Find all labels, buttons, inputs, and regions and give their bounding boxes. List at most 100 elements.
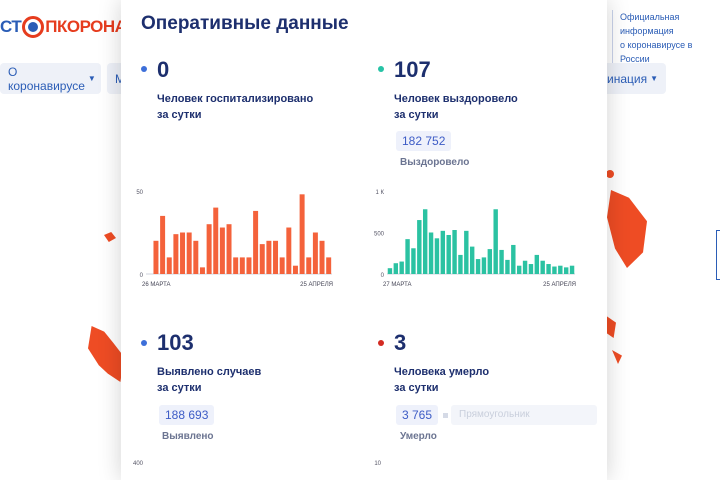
bar[interactable]: [279, 257, 285, 274]
y-tick-label: 50: [136, 190, 143, 196]
bar[interactable]: [239, 257, 245, 274]
bar[interactable]: [563, 267, 569, 274]
bar[interactable]: [193, 240, 199, 274]
ghost-handle-icon: [443, 413, 448, 418]
chevron-down-icon: ▼: [650, 74, 658, 83]
deaths-label: Человека умерло за сутки: [394, 366, 490, 394]
status-dot: [141, 66, 147, 72]
bar[interactable]: [180, 232, 186, 275]
bar[interactable]: [534, 254, 540, 274]
bar[interactable]: [493, 209, 498, 274]
bar[interactable]: [411, 248, 416, 274]
hospitalized-count: 0: [157, 57, 170, 82]
bar[interactable]: [458, 254, 463, 274]
nav-item-about[interactable]: О коронавирусе ▼: [0, 63, 101, 94]
bar[interactable]: [286, 227, 292, 274]
bar[interactable]: [522, 260, 528, 274]
bar[interactable]: [393, 263, 399, 274]
bar[interactable]: [405, 239, 410, 274]
bar[interactable]: [173, 234, 179, 274]
bar[interactable]: [552, 266, 557, 274]
deaths-count: 3: [394, 330, 407, 355]
bar[interactable]: [387, 268, 393, 274]
logo-text-right: ПКОРОНАВ: [45, 17, 139, 36]
bar[interactable]: [206, 224, 212, 274]
bar[interactable]: [417, 220, 422, 274]
bar[interactable]: [546, 264, 551, 274]
bar[interactable]: [558, 265, 563, 274]
chevron-down-icon: ▼: [87, 74, 96, 83]
bar[interactable]: [540, 260, 545, 274]
official-info-line-2: о коронавирусе в России: [620, 40, 693, 64]
bar[interactable]: [246, 257, 252, 274]
status-dot: [141, 340, 147, 346]
recovered-count: 107: [394, 57, 431, 82]
bar[interactable]: [481, 257, 487, 274]
bar[interactable]: [199, 267, 205, 274]
bar[interactable]: [166, 257, 172, 274]
bar[interactable]: [452, 230, 457, 274]
bar[interactable]: [160, 215, 166, 274]
bar[interactable]: [475, 259, 481, 274]
y-tick-label: 500: [374, 232, 385, 238]
status-dot: [378, 66, 384, 72]
logo-text-left: СТ: [0, 17, 22, 36]
recovered-total-label: Выздоровело: [400, 157, 470, 168]
side-toggle[interactable]: [716, 230, 720, 280]
x-end-label: 25 АПРЕЛЯ: [300, 282, 333, 288]
ghost-shape-field[interactable]: Прямоугольник: [451, 405, 597, 425]
bar[interactable]: [516, 265, 522, 274]
bar[interactable]: [266, 240, 272, 274]
bar[interactable]: [306, 257, 312, 274]
bar[interactable]: [312, 232, 318, 275]
bar[interactable]: [440, 230, 446, 274]
map-region: [607, 190, 647, 268]
deaths-total: 3 765: [396, 405, 439, 425]
bar[interactable]: [326, 257, 332, 274]
bar[interactable]: [464, 230, 469, 274]
y-tick-label: 10: [374, 461, 381, 467]
recovered-total: 182 752: [396, 131, 452, 151]
x-start-label: 27 МАРТА: [383, 282, 412, 288]
operational-data-panel: Оперативные данные 0 Человек госпитализи…: [121, 0, 607, 480]
bar[interactable]: [511, 244, 516, 274]
bar[interactable]: [399, 261, 404, 274]
bar[interactable]: [528, 264, 534, 274]
cases-total: 188 693: [159, 405, 215, 425]
nav-item-2-label: М: [115, 71, 125, 86]
bar[interactable]: [226, 224, 232, 274]
bar[interactable]: [259, 244, 265, 274]
nav-item-vaccination[interactable]: цинация ▼: [598, 63, 666, 94]
bar[interactable]: [219, 227, 225, 274]
bar[interactable]: [253, 210, 259, 274]
bar[interactable]: [422, 209, 428, 274]
bar[interactable]: [434, 238, 440, 274]
site-logo[interactable]: СТ ПКОРОНАВ: [0, 9, 139, 45]
bar[interactable]: [505, 259, 510, 274]
bar[interactable]: [153, 240, 159, 274]
nav-item-vaccination-label: цинация: [600, 71, 648, 86]
y-tick-label: 0: [381, 273, 385, 279]
bar[interactable]: [273, 240, 279, 274]
recovered-label: Человек выздоровело за сутки: [394, 93, 518, 121]
bar[interactable]: [428, 232, 434, 275]
deaths-chart: 10: [374, 461, 381, 467]
bar[interactable]: [499, 249, 504, 274]
bar[interactable]: [469, 246, 475, 274]
y-tick-label: 1 К: [376, 190, 385, 196]
bar[interactable]: [292, 265, 298, 274]
bar[interactable]: [569, 265, 575, 274]
cases-label: Выявлено случаев за сутки: [157, 366, 262, 394]
bar[interactable]: [213, 207, 219, 274]
bar[interactable]: [446, 234, 451, 274]
bar[interactable]: [487, 249, 493, 274]
bar[interactable]: [319, 240, 325, 274]
y-tick-label: 0: [140, 273, 144, 279]
official-info-text: Официальная информация о коронавирусе в …: [612, 10, 720, 66]
cases-count: 103: [157, 330, 194, 355]
bar[interactable]: [186, 232, 192, 275]
bar[interactable]: [299, 194, 305, 274]
map-region: [88, 326, 124, 382]
bar[interactable]: [233, 257, 239, 274]
